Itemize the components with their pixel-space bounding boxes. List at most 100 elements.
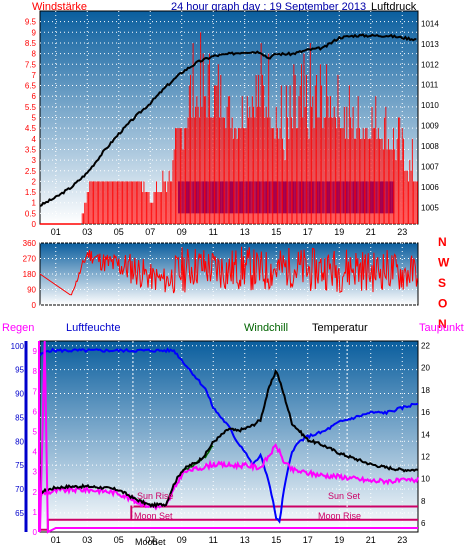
moon-bottom-label: Moon xyxy=(135,537,158,547)
sun-band xyxy=(130,505,418,520)
axis-labels: 0101030305050707090911111313151517171919… xyxy=(11,18,450,545)
sun-rise-label: Sun Rise xyxy=(137,491,174,501)
wind-tick-label: 0 xyxy=(32,220,37,229)
legend-taupunkt: Taupunkt xyxy=(419,322,464,334)
compass-label: N xyxy=(438,235,447,249)
wind-tick-label: 3 xyxy=(32,156,37,165)
temp-tick-label: 12 xyxy=(421,452,430,461)
direction-tick-label: 180 xyxy=(23,270,37,279)
rain-tick-label: 3 xyxy=(33,468,38,477)
rain-tick-label: 2 xyxy=(33,488,38,497)
temperature-line xyxy=(39,369,419,509)
wind-tick-label: 2 xyxy=(32,177,37,186)
time-tick-label: 13 xyxy=(240,535,250,545)
time-tick-label: 23 xyxy=(397,227,407,237)
pressure-tick-label: 1012 xyxy=(421,60,439,69)
direction-tick-label: 90 xyxy=(27,286,36,295)
wind-tick-label: 9 xyxy=(32,28,37,37)
humidity-line xyxy=(39,347,419,524)
temp-tick-label: 8 xyxy=(421,497,426,506)
time-tick-label: 17 xyxy=(303,227,313,237)
time-tick-label: 07 xyxy=(145,535,155,545)
time-tick-label: 09 xyxy=(177,535,187,545)
time-tick-label: 09 xyxy=(177,227,187,237)
page-title: 24 hour graph day : 19 September 2013 xyxy=(171,1,366,13)
rain-line xyxy=(39,340,418,534)
time-tick-label: 01 xyxy=(51,227,61,237)
legend-windchill: Windchill xyxy=(244,322,288,334)
rain-tick-label: 8 xyxy=(33,367,38,376)
compass-label: W xyxy=(438,256,450,270)
wind-axis-label: Windstärke xyxy=(32,1,87,13)
rain-tick-label: 1 xyxy=(33,508,38,517)
humidity-tick-label: 90 xyxy=(15,390,24,399)
time-tick-label: 11 xyxy=(209,535,218,545)
wind-tick-label: 7 xyxy=(32,71,37,80)
direction-tick-label: 270 xyxy=(23,255,37,264)
rain-tick-label: 4 xyxy=(33,448,38,457)
time-tick-label: 19 xyxy=(334,227,344,237)
pressure-axis-label: Luftdruck xyxy=(371,1,417,13)
wind-tick-label: 7.5 xyxy=(25,60,37,69)
pressure-tick-label: 1013 xyxy=(421,40,439,49)
time-tick-label: 13 xyxy=(240,227,250,237)
rain-tick-label: 7 xyxy=(33,387,38,396)
temp-tick-label: 16 xyxy=(421,408,430,417)
direction-tick-label: 360 xyxy=(23,239,37,248)
wind-direction-series xyxy=(39,246,418,296)
temp-tick-label: 10 xyxy=(421,475,430,484)
moon-rise-label: Moon Rise xyxy=(318,511,361,521)
wind-tick-label: 9.5 xyxy=(25,18,37,27)
time-tick-label: 21 xyxy=(366,227,376,237)
pressure-tick-label: 1010 xyxy=(421,101,439,110)
temp-tick-label: 6 xyxy=(421,519,426,528)
wind-tick-label: 3.5 xyxy=(25,145,37,154)
wind-tick-label: 0.5 xyxy=(25,209,37,218)
moon-set-label: Moon Set xyxy=(134,511,173,521)
legend-luftfeuchte: Luftfeuchte xyxy=(66,322,120,334)
rain-tick-label: 9 xyxy=(33,347,38,356)
time-tick-label: 01 xyxy=(51,535,61,545)
wind-tick-label: 8 xyxy=(32,50,37,59)
time-tick-label: 23 xyxy=(397,535,407,545)
time-tick-label: 21 xyxy=(366,535,376,545)
wind-tick-label: 4 xyxy=(32,135,37,144)
time-tick-label: 03 xyxy=(82,227,92,237)
wind-tick-label: 1 xyxy=(32,199,37,208)
time-tick-label: 15 xyxy=(271,535,281,545)
time-tick-label: 15 xyxy=(271,227,281,237)
rain-tick-label: 6 xyxy=(33,407,38,416)
time-tick-label: 07 xyxy=(145,227,155,237)
wind-tick-label: 2.5 xyxy=(25,167,37,176)
pressure-tick-label: 1007 xyxy=(421,163,439,172)
rain-tick-label: 0 xyxy=(33,528,38,537)
wind-tick-label: 8.5 xyxy=(25,39,37,48)
humidity-tick-label: 70 xyxy=(15,485,24,494)
wind-tick-label: 6 xyxy=(32,92,37,101)
time-tick-label: 11 xyxy=(209,227,218,237)
legend-temperatur: Temperatur xyxy=(312,322,368,334)
pressure-tick-label: 1014 xyxy=(421,19,439,28)
time-tick-label: 05 xyxy=(114,535,124,545)
humidity-tick-label: 85 xyxy=(15,413,24,422)
humidity-tick-label: 65 xyxy=(15,509,24,518)
wind-tick-label: 1.5 xyxy=(25,188,37,197)
compass-label: N xyxy=(438,317,447,331)
wind-tick-label: 4.5 xyxy=(25,124,37,133)
direction-tick-label: 0 xyxy=(32,301,37,310)
temp-tick-label: 20 xyxy=(421,364,430,373)
humidity-temp-series xyxy=(39,340,419,534)
windchill-line xyxy=(181,445,214,472)
pressure-tick-label: 1005 xyxy=(421,204,439,213)
temp-tick-label: 18 xyxy=(421,386,430,395)
humidity-tick-label: 95 xyxy=(15,366,24,375)
wind-tick-label: 5 xyxy=(32,114,37,123)
pressure-tick-label: 1006 xyxy=(421,183,439,192)
wind-direction-line xyxy=(39,246,418,296)
wind-pressure-series xyxy=(39,32,418,225)
set-bottom-label: Set xyxy=(152,537,166,547)
compass-label: S xyxy=(438,276,446,290)
compass-label: O xyxy=(438,297,447,311)
